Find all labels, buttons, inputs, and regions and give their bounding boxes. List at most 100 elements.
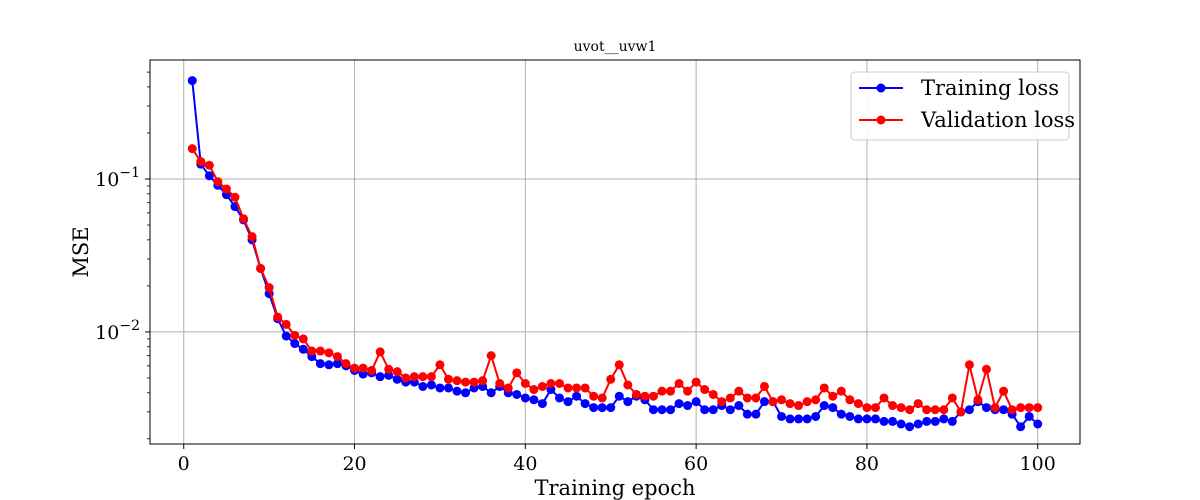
data-point — [478, 376, 488, 386]
data-point — [896, 403, 906, 413]
data-point — [546, 379, 556, 388]
data-point — [862, 414, 872, 424]
data-point — [580, 399, 590, 409]
data-point — [879, 416, 889, 426]
data-point — [657, 405, 667, 415]
data-point — [674, 379, 684, 388]
data-point — [409, 372, 419, 382]
data-point — [452, 386, 462, 396]
data-point — [717, 397, 727, 407]
data-point — [392, 374, 402, 384]
data-point — [486, 388, 496, 398]
data-point — [956, 407, 966, 417]
data-point — [563, 383, 573, 393]
data-point — [461, 388, 471, 398]
data-point — [606, 403, 616, 413]
legend-box — [850, 71, 1070, 141]
data-point — [905, 422, 915, 432]
data-point — [187, 76, 197, 86]
data-point — [623, 380, 633, 390]
data-point — [964, 405, 974, 415]
data-point — [666, 405, 676, 415]
data-point — [734, 401, 744, 411]
data-point — [461, 377, 471, 387]
data-point — [512, 368, 522, 378]
data-point — [350, 363, 360, 373]
data-point — [1033, 419, 1043, 429]
x-tick-label: 40 — [513, 453, 537, 475]
data-point — [973, 395, 983, 405]
data-point — [572, 383, 582, 393]
data-point — [939, 414, 949, 424]
data-point — [375, 372, 385, 382]
data-point — [443, 374, 453, 384]
data-point — [213, 177, 223, 187]
data-point — [606, 374, 616, 384]
data-point — [247, 232, 257, 242]
data-point — [947, 393, 957, 403]
chart-title: uvot__uvw1 — [574, 39, 657, 55]
data-point — [683, 386, 693, 396]
data-point — [623, 397, 633, 407]
data-point — [700, 405, 710, 415]
data-point — [794, 401, 804, 411]
data-point — [708, 389, 718, 399]
data-point — [819, 401, 829, 411]
data-point — [315, 359, 325, 369]
data-point — [981, 364, 991, 374]
data-point — [597, 393, 607, 403]
data-point — [742, 409, 752, 419]
data-point — [589, 403, 599, 413]
x-tick-label: 20 — [342, 453, 366, 475]
grid — [150, 60, 1080, 444]
data-point — [708, 405, 718, 415]
data-point — [999, 405, 1009, 415]
data-point — [777, 411, 787, 421]
data-point — [666, 386, 676, 396]
data-point — [512, 389, 522, 399]
data-point — [486, 351, 496, 361]
data-point — [1016, 403, 1026, 413]
data-point — [332, 352, 342, 362]
data-point — [930, 416, 940, 426]
data-point — [418, 381, 428, 391]
data-point — [751, 393, 761, 403]
data-point — [375, 347, 385, 357]
data-point — [1024, 411, 1034, 421]
data-point — [981, 403, 991, 413]
data-point — [298, 334, 308, 344]
data-point — [554, 379, 564, 388]
data-point — [759, 397, 769, 407]
data-point — [930, 405, 940, 415]
data-point — [435, 383, 445, 393]
data-point — [648, 405, 658, 415]
data-point — [443, 383, 453, 393]
x-axis-label: Training epoch — [535, 476, 696, 500]
data-point — [264, 283, 274, 293]
data-point — [999, 386, 1009, 396]
data-point — [913, 399, 923, 409]
data-point — [367, 365, 377, 375]
data-point — [597, 403, 607, 413]
data-point — [939, 405, 949, 415]
data-point — [742, 393, 752, 403]
data-point — [819, 383, 829, 393]
data-point — [452, 376, 462, 386]
data-point — [221, 184, 231, 194]
data-point — [614, 360, 624, 370]
data-point — [640, 391, 650, 401]
series-validation — [187, 144, 1043, 417]
data-point — [401, 373, 411, 383]
data-point — [418, 372, 428, 382]
legend-label-training: Training loss — [921, 76, 1059, 100]
data-point — [281, 331, 291, 341]
data-point — [589, 391, 599, 401]
x-tick-label: 80 — [855, 453, 879, 475]
data-point — [332, 359, 342, 369]
data-point — [888, 416, 898, 426]
data-point — [853, 399, 863, 409]
data-point — [230, 192, 240, 202]
data-point — [691, 397, 701, 407]
data-point — [811, 411, 821, 421]
data-point — [870, 403, 880, 413]
